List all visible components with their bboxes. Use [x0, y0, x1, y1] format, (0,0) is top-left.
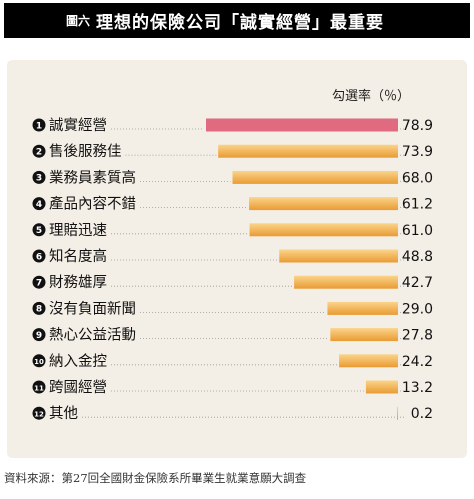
category-label: 熱心公益活動 — [49, 327, 136, 344]
value-label: 61.2 — [402, 197, 433, 213]
value-label: 0.2 — [411, 406, 433, 422]
value-label: 73.9 — [402, 144, 433, 160]
bar — [339, 354, 398, 368]
rank-number: 9 — [36, 331, 42, 341]
bar-chart: 勾選率（％） 1 誠實經營 78.9 2 售後服務佳 73.9 3 業務員素質高 68.0 4 產品內… — [32, 88, 433, 422]
category-label: 沒有負面新聞 — [49, 300, 136, 317]
rank-badge — [32, 354, 46, 368]
bar — [218, 144, 398, 158]
rank-number: 8 — [36, 305, 42, 315]
rank-badge — [32, 380, 46, 394]
value-header: 勾選率（％） — [332, 88, 410, 104]
rank-badge — [32, 406, 46, 420]
rank-number: 2 — [36, 148, 42, 158]
rank-number: 11 — [34, 384, 44, 392]
category-label: 產品內容不錯 — [49, 196, 136, 213]
chart-panel: 勾選率（％） 1 誠實經營 78.9 2 售後服務佳 73.9 3 業務員素質高 68.0 4 產品內… — [7, 60, 467, 458]
figure-title: 理想的保險公司「誠實經營」最重要 — [96, 13, 385, 33]
rank-badge — [32, 170, 46, 184]
bar — [232, 170, 398, 184]
bar — [249, 223, 398, 237]
source-note: 資料來源：第27回全國財金保險系所畢業生就業意願大調查 — [4, 471, 307, 485]
rank-number: 1 — [36, 121, 42, 131]
figure-label: 圖六 — [66, 14, 91, 28]
rank-badge — [32, 249, 46, 263]
value-label: 29.0 — [402, 301, 433, 317]
rank-number: 7 — [36, 279, 42, 289]
rank-badge — [32, 223, 46, 237]
category-label: 理賠迅速 — [49, 222, 107, 239]
category-label: 財務雄厚 — [49, 274, 107, 291]
value-label: 61.0 — [402, 223, 433, 239]
bar — [327, 301, 398, 315]
bar — [330, 328, 398, 342]
rank-badge — [32, 144, 46, 158]
rank-number: 12 — [34, 411, 44, 419]
value-label: 68.0 — [402, 170, 433, 186]
category-label: 知名度高 — [49, 248, 107, 265]
value-label: 13.2 — [402, 380, 433, 396]
rank-badge — [32, 328, 46, 342]
figure-header: 圖六 理想的保險公司「誠實經營」最重要 — [4, 3, 470, 38]
rank-badge — [32, 118, 46, 132]
category-label: 跨國經營 — [49, 379, 107, 396]
bar — [249, 197, 398, 211]
category-label: 售後服務佳 — [49, 143, 122, 160]
value-label: 48.8 — [402, 249, 433, 265]
rank-number: 4 — [36, 200, 42, 210]
value-label: 78.9 — [402, 118, 433, 134]
category-label: 業務員素質高 — [49, 168, 136, 186]
category-label: 其他 — [49, 405, 78, 422]
bar — [365, 380, 398, 394]
bar — [206, 118, 398, 132]
rank-badge — [32, 301, 46, 315]
bar — [294, 275, 398, 289]
category-label: 誠實經營 — [49, 116, 107, 134]
rank-number: 10 — [34, 358, 44, 366]
value-label: 24.2 — [402, 354, 433, 370]
value-label: 42.7 — [402, 275, 433, 291]
bar — [397, 406, 398, 420]
value-label: 27.8 — [402, 328, 433, 344]
bar — [279, 249, 398, 263]
rank-badge — [32, 197, 46, 211]
rank-badge — [32, 275, 46, 289]
rank-number: 3 — [36, 174, 42, 184]
rank-number: 6 — [36, 252, 42, 262]
rank-number: 5 — [36, 226, 42, 236]
category-label: 納入金控 — [49, 353, 107, 370]
